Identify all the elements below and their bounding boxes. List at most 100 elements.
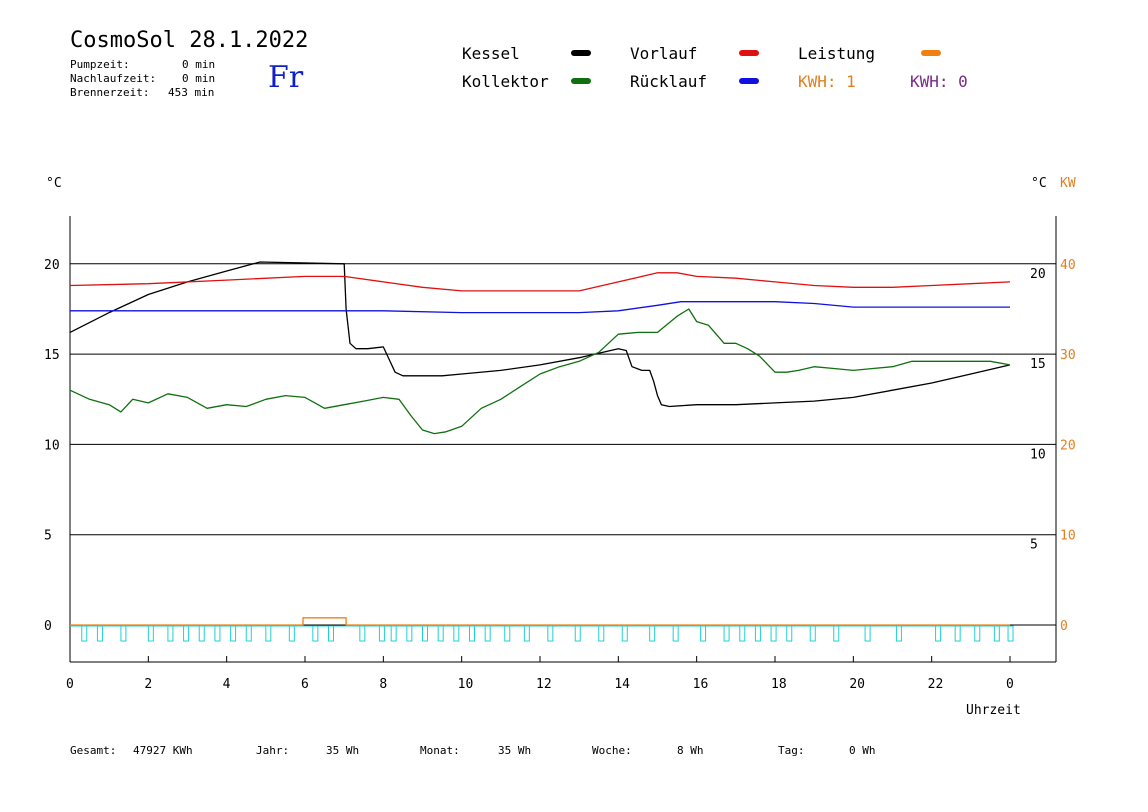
- kwh-purple-value: KWH: 0: [910, 72, 968, 91]
- pump-signal-pulse: [484, 625, 491, 642]
- legend-kessel-label: Kessel: [462, 44, 520, 63]
- pump-signal-pulse: [574, 625, 581, 642]
- x-tick-label: 0: [1006, 677, 1014, 692]
- y-tick-left: 5: [44, 529, 52, 544]
- y-tick-left: 0: [44, 619, 52, 634]
- pump-signal-pulse: [547, 625, 554, 642]
- pump-signal-pulse: [230, 625, 237, 642]
- y-tick-right-celsius: 20: [1030, 267, 1046, 282]
- legend-ruecklauf-swatch: [739, 78, 759, 84]
- pump-signal-pulse: [422, 625, 428, 642]
- pump-signal-pulse: [974, 625, 981, 642]
- day-energy-value: 0 Wh: [849, 744, 876, 757]
- nachlauf-time-value: 0 min: [182, 72, 216, 85]
- pump-signal-pulse: [469, 625, 475, 642]
- pump-signal-pulse: [198, 625, 205, 642]
- year-energy-label: Jahr:: [256, 744, 290, 757]
- pump-signal-pulse: [864, 625, 871, 642]
- pump-signal-pulse: [437, 625, 444, 642]
- pump-signal-pulse: [770, 625, 777, 642]
- x-tick-label: 0: [66, 677, 74, 692]
- pump-signal-pulse: [390, 625, 397, 642]
- pump-signal-pulse: [312, 625, 319, 642]
- pump-signal-pulse: [81, 625, 88, 642]
- pump-signal-pulse: [120, 625, 127, 642]
- legend-leistung-label: Leistung: [798, 44, 876, 63]
- pump-signal-pulse: [167, 625, 174, 642]
- y-tick-right-celsius: 5: [1030, 538, 1038, 553]
- pump-signal-pulse: [183, 625, 190, 642]
- pump-signal-pulse: [378, 625, 385, 642]
- pump-signal-pulse: [523, 625, 530, 642]
- x-tick-label: 20: [849, 677, 865, 692]
- pump-signal-pulse: [754, 625, 761, 642]
- x-tick-label: 8: [379, 677, 387, 692]
- pump-signal-pulse: [245, 625, 252, 642]
- pump-signal-pulse: [935, 625, 942, 642]
- legend-leistung-swatch: [921, 50, 941, 56]
- week-energy-label: Woche:: [592, 744, 632, 757]
- legend-kollektor-label: Kollektor: [462, 72, 549, 91]
- y-tick-right-kw: 10: [1060, 529, 1076, 544]
- pump-signal-pulse: [954, 625, 961, 642]
- pump-signal-pulse: [993, 625, 1000, 642]
- day-energy-label: Tag:: [778, 744, 805, 757]
- series-vorlauf-line: [69, 272, 1011, 292]
- series-rcklauf-line: [70, 301, 1010, 314]
- pump-time-value: 0 min: [182, 58, 216, 71]
- pump-signal-pulse: [700, 625, 707, 642]
- legend-ruecklauf-label: Rücklauf: [630, 72, 708, 91]
- x-tick-label: 6: [301, 677, 309, 692]
- right-axis-unit-kw: KW: [1060, 176, 1076, 191]
- y-tick-left: 20: [44, 258, 60, 273]
- total-energy-value: 47927 KWh: [133, 744, 193, 757]
- pump-time-label: Pumpzeit:: [70, 58, 130, 71]
- pump-signal-pulse: [1007, 625, 1014, 642]
- x-tick-label: 10: [458, 677, 474, 692]
- x-tick-label: 22: [928, 677, 944, 692]
- page-title: CosmoSol 28.1.2022: [70, 28, 309, 53]
- pump-signal-pulse: [649, 625, 656, 642]
- pump-signal-pulse: [406, 625, 413, 642]
- left-axis-unit: °C: [46, 176, 62, 191]
- pump-signal-pulse: [723, 625, 730, 642]
- month-energy-label: Monat:: [420, 744, 460, 757]
- pump-signal-pulse: [895, 625, 902, 642]
- weekday-label: Fr: [268, 60, 304, 95]
- pump-signal-pulse: [621, 625, 628, 642]
- nachlauf-time-label: Nachlaufzeit:: [70, 72, 157, 85]
- pump-signal-pulse: [214, 625, 221, 642]
- y-tick-right-celsius: 15: [1030, 357, 1046, 372]
- y-tick-right-kw: 30: [1060, 348, 1076, 363]
- pump-signal-pulse: [504, 625, 511, 642]
- y-tick-right-kw: 20: [1060, 438, 1076, 453]
- x-tick-label: 4: [223, 677, 231, 692]
- pump-signal-pulse: [288, 625, 295, 642]
- pump-signal-pulse: [453, 625, 460, 642]
- x-tick-label: 16: [693, 677, 709, 692]
- legend-vorlauf-swatch: [739, 50, 759, 56]
- week-energy-value: 8 Wh: [677, 744, 704, 757]
- total-energy-label: Gesamt:: [70, 744, 117, 757]
- y-tick-right-kw: 40: [1060, 258, 1076, 273]
- legend-kollektor-swatch: [571, 78, 591, 84]
- pump-signal-pulse: [809, 625, 816, 642]
- pump-signal-pulse: [786, 625, 793, 642]
- pump-signal-pulse: [598, 625, 605, 642]
- series-leistung-line: [70, 617, 1010, 626]
- y-tick-right-kw: 0: [1060, 619, 1068, 634]
- year-energy-value: 35 Wh: [326, 744, 360, 757]
- y-tick-left: 10: [44, 438, 60, 453]
- series-kessel-line: [69, 261, 1011, 408]
- kwh-orange-value: KWH: 1: [798, 72, 856, 91]
- pump-signal-pulse: [147, 625, 154, 642]
- series-kollektor-line: [69, 308, 1011, 435]
- pump-signal-pulse: [96, 625, 103, 642]
- pump-signal-pulse: [359, 625, 366, 642]
- x-tick-label: 2: [144, 677, 152, 692]
- right-axis-unit-celsius: °C: [1031, 176, 1047, 191]
- y-tick-right-celsius: 10: [1030, 447, 1046, 462]
- pump-signal-pulse: [265, 625, 272, 642]
- legend-kessel-swatch: [571, 50, 591, 56]
